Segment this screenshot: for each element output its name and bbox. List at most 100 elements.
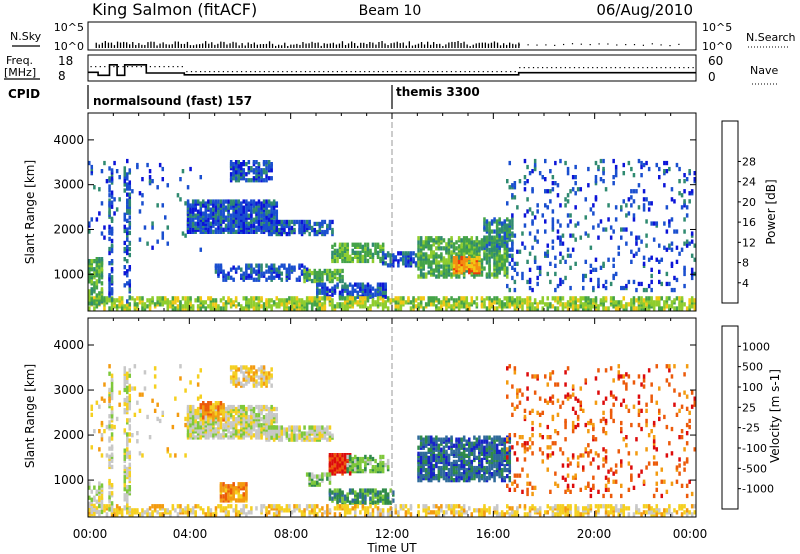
power-cell [128,279,132,284]
nave-dot [99,66,101,68]
velocity-cell [234,371,238,376]
noise-bar [284,42,286,48]
power-cell [584,273,588,279]
power-cell [538,171,542,176]
noise-bar [387,45,389,48]
velocity-cell [457,457,461,463]
power-cell [303,274,306,280]
power-cell [351,284,355,289]
power-cell [495,223,499,228]
power-cell [389,298,393,303]
velocity-cell [232,435,235,440]
power-cell [450,262,453,267]
power-cell [409,306,413,311]
power-cell [110,238,114,244]
noise-bar [199,44,201,48]
power-cell [594,179,598,184]
power-cell [267,304,271,309]
velocity-cell [435,474,438,479]
power-cell [356,242,360,247]
power-cell [462,268,466,273]
power-cell [546,205,550,210]
power-cell [366,296,370,301]
power-cell [559,251,562,256]
velocity-cell [384,462,387,468]
velocity-cell [430,478,433,483]
noise-bar [290,44,292,48]
velocity-cell [260,417,263,422]
nave-dot [204,71,206,73]
power-cell [688,169,691,174]
velocity-cell [186,417,190,422]
power-cell [663,304,666,309]
power-cell [511,241,514,246]
power-cell [468,238,471,243]
power-cell [647,283,651,289]
power-cell [120,296,124,301]
power-cell [257,168,261,173]
power-cell [670,247,674,252]
velocity-cell [480,439,484,444]
power-cell [110,190,114,195]
power-cell [217,225,220,230]
noise-dot [616,44,618,46]
velocity-cell [194,423,197,428]
power-cell [668,243,671,248]
power-cell [323,300,327,305]
power-cell [321,276,324,282]
power-cell [658,296,661,301]
power-cell [462,242,466,247]
velocity-cell [240,381,243,386]
power-cell [219,263,223,268]
velocity-cell [381,469,385,474]
power-cell [531,287,534,293]
power-cell [146,162,149,168]
velocity-cell [437,459,441,465]
power-cell [531,169,534,174]
velocity-cell [222,403,225,408]
velocity-cell [313,433,317,438]
velocity-cell [242,486,246,491]
power-cell [571,187,575,192]
power-cell [270,162,273,167]
power-cell [209,296,213,301]
power-cell [551,221,555,226]
velocity-cell [272,429,276,434]
power-cell [166,225,170,230]
power-cell [511,221,514,226]
power-cell [90,279,94,284]
noise-bar [478,42,480,48]
power-cell [412,257,415,262]
power-cell [602,179,605,184]
power-cell [237,176,241,181]
velocity-cell [227,484,230,489]
power-cell [169,300,172,305]
power-cell [384,300,387,305]
velocity-cell [250,425,253,430]
power-cell [625,241,628,246]
power-cell [559,203,562,208]
velocity-cell [252,425,256,430]
power-cell [559,241,562,246]
power-cell [126,244,129,250]
power-cell [115,298,119,303]
power-cell [407,259,410,264]
power-cell [564,197,567,202]
power-cell [556,283,560,289]
power-cell [364,284,367,289]
velocity-cell [199,421,203,426]
power-y-tick-label: 4000 [53,133,84,147]
power-cell [584,259,588,264]
power-cell [194,213,197,218]
power-cell [381,257,385,262]
power-cell [498,254,501,259]
power-cell [212,211,215,216]
power-cell [381,290,385,295]
power-cell [559,302,562,307]
power-cell [495,243,499,248]
power-cell [566,193,570,198]
power-cell [599,158,603,164]
power-cell [293,219,296,225]
noise-tick-top-left: 10^5 [54,21,84,34]
power-cell [381,251,385,256]
